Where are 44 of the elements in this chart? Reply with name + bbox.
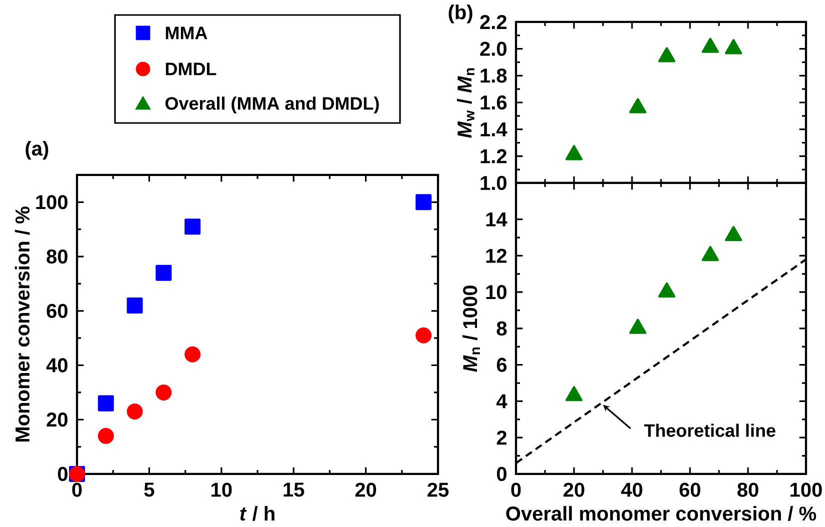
legend-label: DMDL — [166, 62, 216, 76]
y-tick-label: 1.8 — [480, 68, 507, 83]
x-tick-label: 5 — [144, 482, 154, 497]
y-tick-label: 1.6 — [480, 95, 507, 110]
y-tick-label: 0 — [496, 466, 506, 482]
y-tick-label: 80 — [46, 249, 68, 264]
chart-title: (b) — [448, 4, 472, 24]
x-tick-label: 60 — [680, 482, 700, 497]
x-tick-label: 100 — [790, 482, 822, 497]
y-tick-label: 1.0 — [480, 176, 506, 190]
x-tick-label: 0 — [72, 482, 82, 497]
annotation: Theoretical line — [644, 424, 776, 437]
x-tick-label: 25 — [428, 482, 449, 497]
y-tick-label: 10 — [486, 285, 506, 300]
y-tick-label: 40 — [46, 358, 68, 372]
y-tick-label: 1.4 — [480, 122, 508, 136]
y-tick-label: 4 — [496, 394, 508, 408]
x-tick-label: 0 — [511, 482, 521, 497]
x-axis-title: t / h — [240, 506, 274, 521]
y-tick-label: 1.2 — [480, 149, 506, 164]
y-axis-title: Monomer conversion / % — [14, 206, 30, 442]
chart-title: (a) — [26, 140, 48, 160]
y-tick-label: 100 — [36, 195, 68, 210]
legend-label: MMA — [166, 26, 208, 40]
y-tick-label: 14 — [486, 212, 508, 226]
y-axis-title: M$_{w}$ / M$_{n}$ — [456, 68, 474, 138]
y-tick-label: 20 — [46, 412, 68, 427]
y-tick-label: 12 — [486, 248, 506, 263]
y-tick-label: 6 — [496, 358, 507, 372]
legend-label: Overall (MMA and DMDL) — [165, 96, 379, 114]
x-tick-label: 40 — [621, 482, 642, 497]
y-tick-label: 2.0 — [480, 42, 506, 56]
x-axis-title: Overall monomer conversion / % — [506, 506, 816, 521]
x-tick-label: 20 — [564, 482, 584, 497]
x-tick-label: 15 — [284, 482, 304, 497]
y-tick-label: 2 — [496, 430, 506, 445]
y-axis-title: M$_{n}$ / 1000 — [462, 286, 480, 372]
x-tick-label: 80 — [738, 482, 758, 497]
y-tick-label: 60 — [46, 304, 68, 318]
y-tick-label: 8 — [496, 321, 507, 336]
x-tick-label: 20 — [355, 482, 376, 497]
y-tick-label: 2.2 — [480, 15, 506, 29]
x-tick-label: 10 — [212, 482, 232, 497]
y-tick-label: 0 — [58, 466, 68, 482]
